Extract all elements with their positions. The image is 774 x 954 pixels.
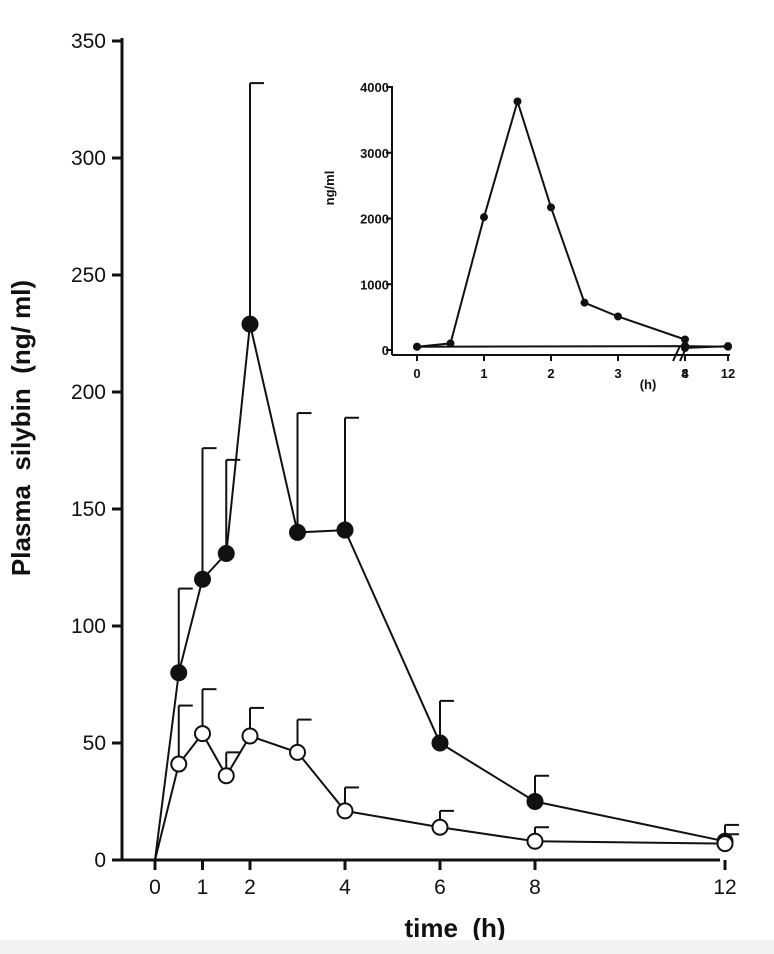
data-point bbox=[241, 727, 259, 745]
series-line bbox=[154, 731, 726, 861]
inset-data-point bbox=[446, 339, 455, 348]
data-point bbox=[526, 832, 544, 850]
inset-series bbox=[413, 97, 732, 353]
data-point bbox=[289, 523, 306, 541]
inset-x-tick-label: 4 bbox=[681, 366, 689, 381]
inset-y-tick-label: 2000 bbox=[360, 212, 389, 227]
inset-data-point bbox=[580, 298, 589, 307]
main-y-ticks: 0 50 100 150 200 250 300 350 bbox=[71, 30, 122, 872]
inset-data-point bbox=[724, 342, 732, 351]
bottom-strip bbox=[0, 940, 774, 954]
inset-data-point bbox=[681, 335, 689, 344]
inset-y-tick-label: 0 bbox=[382, 343, 389, 358]
axis-break-mark bbox=[672, 345, 681, 362]
inset-y-ticks: 0 1000 2000 3000 4000 bbox=[360, 80, 392, 358]
data-point bbox=[431, 734, 449, 752]
data-point bbox=[194, 725, 211, 743]
inset-data-point bbox=[614, 312, 622, 321]
x-tick-label: 0 bbox=[149, 876, 161, 899]
main-y-axis-label: Plasma silybin (ng/ ml) bbox=[6, 280, 36, 576]
data-point bbox=[194, 570, 211, 588]
main-series bbox=[154, 82, 739, 861]
inset-data-point bbox=[480, 213, 488, 222]
data-point bbox=[217, 544, 235, 562]
data-point bbox=[217, 767, 235, 785]
y-tick-label: 0 bbox=[94, 849, 106, 872]
inset-data-point bbox=[513, 97, 522, 106]
main-x-ticks: 0 1 2 4 6 8 12 bbox=[149, 860, 737, 899]
y-tick-label: 250 bbox=[71, 264, 106, 287]
inset-x-tick-label: 3 bbox=[614, 366, 621, 381]
x-tick-label: 1 bbox=[197, 876, 209, 899]
main-x-axis-label: time (h) bbox=[404, 913, 505, 943]
data-point bbox=[431, 818, 449, 836]
inset-x-axis-label: (h) bbox=[640, 377, 657, 392]
x-tick-label: 8 bbox=[529, 876, 541, 899]
inset-y-tick-label: 1000 bbox=[360, 277, 389, 292]
data-point bbox=[289, 743, 306, 761]
axis-break-mark bbox=[679, 345, 688, 362]
y-tick-label: 300 bbox=[71, 147, 106, 170]
inset-x-tick-label: 1 bbox=[480, 366, 487, 381]
inset-y-tick-label: 4000 bbox=[360, 80, 389, 95]
inset-data-point bbox=[547, 203, 555, 212]
inset-x-tick-label: 8 bbox=[681, 366, 688, 381]
inset-series-line bbox=[416, 98, 729, 348]
inset-y-tick-label: 3000 bbox=[360, 146, 389, 161]
inset-axis-break bbox=[672, 345, 688, 362]
x-tick-label: 4 bbox=[339, 876, 351, 899]
inset-inset-filled bbox=[413, 97, 732, 351]
inset-x-tick-label: 2 bbox=[547, 366, 554, 381]
y-tick-label: 200 bbox=[71, 381, 106, 404]
inset-x-tick-label: 0 bbox=[413, 366, 420, 381]
data-point bbox=[170, 755, 188, 773]
inset-x-tick-label: 12 bbox=[721, 366, 735, 381]
inset-data-point bbox=[413, 342, 421, 351]
x-tick-label: 6 bbox=[434, 876, 446, 899]
x-tick-label: 2 bbox=[244, 876, 256, 899]
series-line bbox=[154, 323, 726, 861]
inset-x-ticks: 0 1 2 3 48 12 bbox=[413, 355, 735, 381]
y-tick-label: 150 bbox=[71, 498, 106, 521]
data-point bbox=[336, 802, 354, 820]
inset-y-axis-label: ng/ml bbox=[322, 171, 337, 206]
y-tick-label: 350 bbox=[71, 30, 106, 53]
data-point bbox=[241, 315, 259, 333]
x-tick-label: 12 bbox=[713, 876, 736, 899]
series-open bbox=[154, 688, 739, 861]
data-point bbox=[336, 521, 354, 539]
series-filled bbox=[154, 82, 739, 861]
data-point bbox=[170, 664, 188, 682]
data-point bbox=[716, 835, 734, 853]
data-point bbox=[526, 793, 544, 810]
y-tick-label: 100 bbox=[71, 615, 106, 638]
y-tick-label: 50 bbox=[83, 732, 106, 755]
